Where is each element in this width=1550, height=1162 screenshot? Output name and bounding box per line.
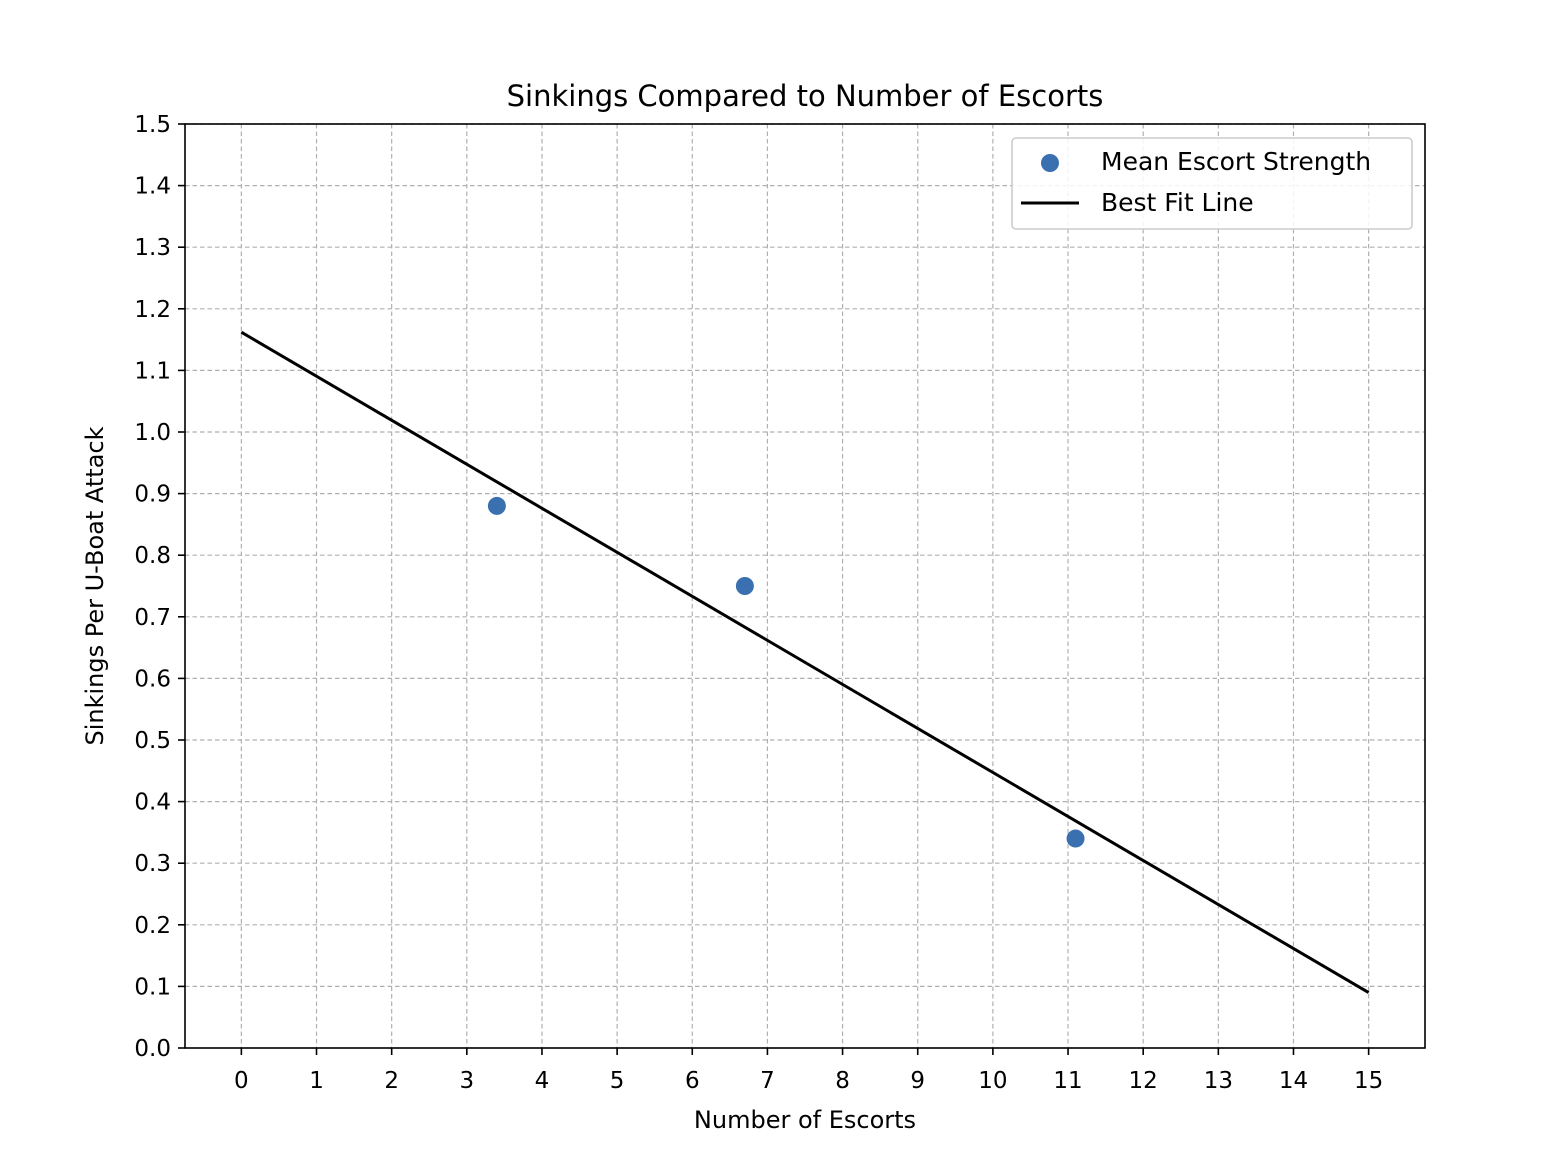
best-fit-line	[240, 330, 1370, 994]
chart-title: Sinkings Compared to Number of Escorts	[507, 79, 1104, 113]
x-axis-ticks: 0 1 2 3 4 5 6 7 8 9 10 11 12 13 14 15	[234, 1048, 1383, 1094]
legend-label-line: Best Fit Line	[1101, 188, 1254, 217]
x-tick-label: 8	[835, 1068, 850, 1094]
x-axis-label: Number of Escorts	[694, 1106, 916, 1134]
x-tick-label: 2	[384, 1068, 399, 1094]
x-tick-label: 5	[610, 1068, 625, 1094]
y-tick-label: 0.8	[134, 543, 171, 569]
legend: Mean Escort Strength Best Fit Line	[1011, 137, 1413, 230]
x-tick-label: 0	[234, 1068, 249, 1094]
y-tick-label: 0.1	[134, 974, 171, 1000]
y-tick-label: 1.0	[134, 420, 171, 446]
x-tick-label: 11	[1053, 1068, 1082, 1094]
y-tick-label: 0.7	[134, 605, 171, 631]
y-tick-label: 1.2	[134, 297, 171, 323]
y-tick-label: 0.9	[134, 482, 171, 508]
y-tick-label: 0.0	[134, 1036, 171, 1062]
x-tick-label: 10	[978, 1068, 1007, 1094]
y-tick-label: 1.1	[134, 358, 171, 384]
scatter-point	[487, 496, 506, 515]
plot-series	[240, 330, 1370, 994]
x-tick-label: 12	[1129, 1068, 1158, 1094]
y-axis-ticks: 0.0 0.1 0.2 0.3 0.4 0.5 0.6 0.7 0.8 0.9 1.0 1.1 1.2 1…	[134, 112, 185, 1062]
y-tick-label: 1.5	[134, 112, 171, 138]
y-tick-label: 1.4	[134, 174, 171, 200]
plot-frame	[184, 123, 1426, 1049]
x-tick-label: 6	[685, 1068, 700, 1094]
legend-scatter-marker	[1041, 154, 1059, 172]
y-axis-label: Sinkings Per U-Boat Attack	[81, 426, 109, 745]
x-tick-label: 7	[760, 1068, 775, 1094]
x-tick-label: 14	[1279, 1068, 1308, 1094]
y-tick-label: 0.2	[134, 913, 171, 939]
x-tick-label: 13	[1204, 1068, 1233, 1094]
x-tick-label: 3	[459, 1068, 474, 1094]
x-tick-label: 4	[535, 1068, 550, 1094]
y-tick-label: 1.3	[134, 235, 171, 261]
y-tick-label: 0.4	[134, 790, 171, 816]
y-tick-label: 0.3	[134, 851, 171, 877]
x-tick-label: 9	[910, 1068, 925, 1094]
x-tick-label: 15	[1354, 1068, 1383, 1094]
scatter-point	[1066, 829, 1085, 848]
scatter-point	[735, 577, 754, 595]
y-tick-label: 0.6	[134, 666, 171, 692]
x-tick-label: 1	[309, 1068, 324, 1094]
y-tick-label: 0.5	[134, 728, 171, 754]
legend-label-scatter: Mean Escort Strength	[1101, 147, 1371, 176]
legend-box	[1011, 137, 1413, 230]
